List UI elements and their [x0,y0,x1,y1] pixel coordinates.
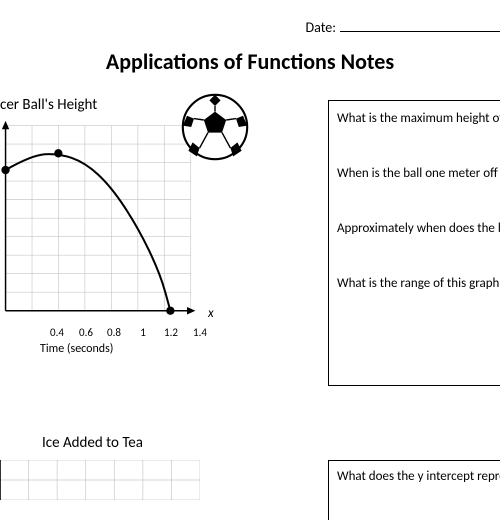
question-b1: What does the y intercept repres [337,469,500,484]
chart2-box [0,460,200,520]
soccer-ball-icon [180,92,250,162]
date-label: Date: [306,19,336,36]
chart1-x-symbol: x [208,306,214,321]
chart2-svg [0,460,200,500]
chart1-xtick: 1.4 [193,326,207,339]
questions-box-2: What does the y intercept repres [328,460,500,520]
chart1-xtick: 0.6 [79,326,93,339]
chart1-xtick: 1 [140,326,146,339]
chart1-xtick: 0.4 [50,326,64,339]
question-3: Approximately when does the ba [337,221,500,236]
question-2: When is the ball one meter off th [337,166,500,181]
chart1-xtick: 0.8 [107,326,121,339]
date-underline[interactable] [340,18,500,32]
chart1-svg [0,120,200,320]
question-4: What is the range of this graph? [337,276,500,291]
chart1-x-caption: Time (seconds) [40,342,113,356]
question-1: What is the maximum height of t [337,111,500,126]
chart1-box: x Time (seconds) 0.40.60.811.21.4 [0,120,200,320]
chart1-xtick: 1.2 [164,326,178,339]
chart2-title: Ice Added to Tea [42,434,143,452]
questions-box-1: What is the maximum height of t When is … [328,100,500,386]
date-field: Date: [306,18,500,36]
page-title: Applications of Functions Notes [0,48,500,75]
